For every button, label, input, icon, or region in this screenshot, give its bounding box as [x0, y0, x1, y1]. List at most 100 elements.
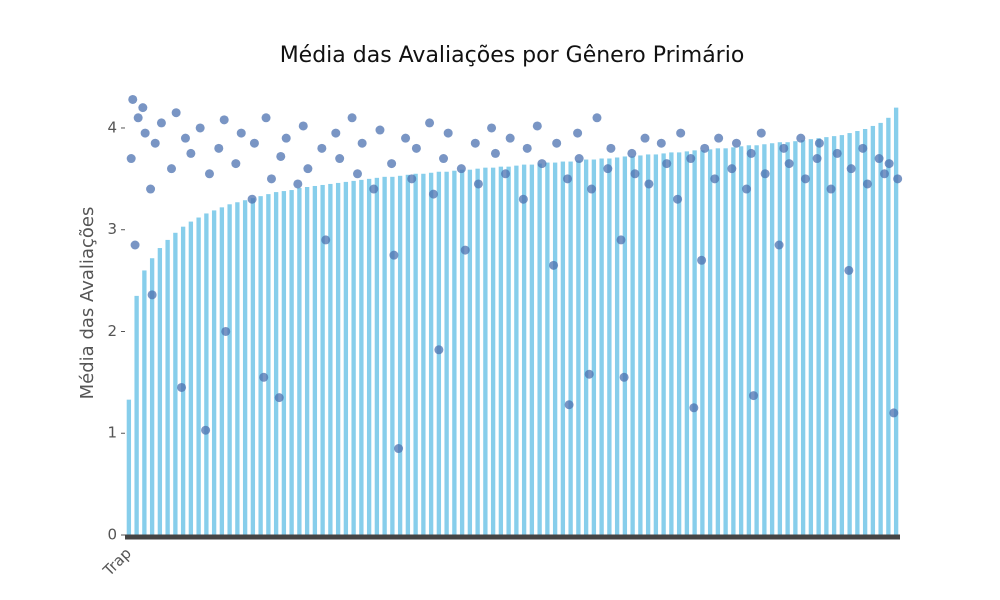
scatter-point [261, 113, 271, 123]
scatter-point [844, 265, 854, 275]
bar [785, 142, 790, 535]
scatter-point [130, 240, 140, 250]
bar [483, 167, 488, 535]
y-tick-label: 4 [107, 118, 117, 136]
scatter-point [749, 391, 759, 401]
scatter-point [619, 372, 629, 382]
bar [312, 185, 318, 535]
scatter-point [470, 138, 480, 148]
bar [669, 152, 674, 536]
scatter-point [425, 118, 435, 128]
bar [769, 143, 775, 535]
bar [855, 131, 860, 536]
bar [289, 190, 294, 536]
scatter-point [375, 125, 385, 135]
scatter-point [814, 138, 824, 148]
scatter-point [439, 154, 449, 164]
bar [157, 248, 163, 535]
bar [537, 163, 542, 535]
scatter-point [347, 113, 357, 123]
scatter-point [335, 154, 345, 164]
y-tick-label: 1 [107, 424, 117, 442]
scatter-point [219, 115, 229, 125]
scatter-point [389, 250, 399, 260]
chart-title: Média das Avaliações por Gênero Primário [280, 43, 745, 68]
bar [824, 137, 829, 535]
bar [173, 232, 178, 536]
bar [413, 173, 418, 536]
scatter-point [353, 169, 362, 179]
y-tick-label: 0 [107, 526, 117, 544]
bar [297, 188, 302, 536]
scatter-point [858, 143, 868, 153]
bar [638, 155, 643, 535]
scatter-point [779, 143, 789, 153]
scatter-point [700, 143, 710, 153]
bar [475, 168, 480, 536]
scatter-point [742, 184, 752, 194]
scatter-point [686, 154, 696, 164]
bar [731, 147, 736, 536]
scatter-point [532, 121, 542, 131]
bar [700, 150, 705, 535]
bar [405, 174, 411, 535]
scatter-point [656, 138, 666, 148]
scatter-point [236, 128, 246, 138]
scatter-point [662, 159, 672, 169]
bar [692, 150, 697, 535]
bar [614, 157, 620, 535]
bar [886, 117, 891, 535]
bar [390, 176, 395, 535]
scatter-point [880, 169, 889, 179]
scatter-point [411, 143, 421, 153]
scatter-point [401, 133, 411, 143]
scatter-point [884, 159, 894, 169]
scatter-point [201, 425, 211, 435]
bar [235, 202, 240, 536]
bar [653, 154, 659, 536]
scatter-point [846, 164, 856, 174]
scatter-point [387, 159, 397, 169]
scatter-point [140, 128, 150, 138]
scatter-point [126, 154, 136, 164]
bar [816, 138, 821, 536]
bar [754, 145, 759, 536]
bar [576, 160, 581, 535]
scatter-point [460, 245, 470, 255]
scatter-point [147, 290, 157, 300]
bar [870, 125, 876, 536]
bar [831, 136, 837, 535]
bar [250, 198, 256, 535]
bar [165, 239, 170, 536]
scatter-point [128, 94, 138, 104]
bar [374, 177, 380, 535]
bar [351, 180, 356, 536]
scatter-point [434, 345, 444, 355]
scatter-point [676, 128, 686, 138]
scatter-point [603, 164, 613, 174]
scatter-point [592, 113, 602, 123]
scatter-point [357, 138, 367, 148]
scatter-point [812, 154, 822, 164]
bar [428, 172, 434, 535]
scatter-point [673, 194, 683, 204]
scatter-point [204, 169, 214, 179]
bar [219, 207, 225, 535]
scatter-point [428, 189, 438, 199]
scatter-point [756, 128, 766, 138]
scatter-point [281, 133, 291, 143]
bar [661, 153, 666, 535]
scatter-point [574, 154, 584, 164]
scatter-point [644, 179, 654, 189]
bar [723, 148, 728, 535]
bar [893, 107, 899, 535]
bar [498, 166, 504, 536]
scatter-point [505, 133, 515, 143]
scatter-point [584, 369, 594, 379]
scatter-point [522, 143, 532, 153]
scatter-point [501, 169, 511, 179]
scatter-point [710, 174, 720, 184]
scatter-point [606, 143, 616, 153]
scatter-point [231, 159, 241, 169]
scatter-point [627, 148, 637, 158]
